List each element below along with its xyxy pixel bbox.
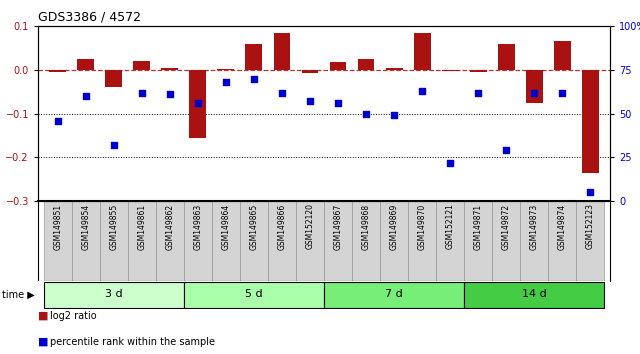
Text: ■: ■ (38, 311, 49, 321)
Bar (100, 201, 128, 281)
Bar (352, 201, 380, 281)
Bar (413, 33, 431, 70)
Bar (273, 33, 291, 70)
Point (81, 93, 91, 99)
Text: GSM149855: GSM149855 (109, 204, 118, 250)
Text: GSM149865: GSM149865 (250, 204, 259, 250)
Point (473, 90, 483, 95)
Text: GSM149868: GSM149868 (362, 204, 371, 250)
Text: percentile rank within the sample: percentile rank within the sample (50, 337, 215, 347)
Text: GSM152120: GSM152120 (305, 204, 314, 250)
Point (529, 90, 540, 95)
Text: 3 d: 3 d (105, 290, 122, 299)
Point (333, 100, 343, 106)
Bar (189, 70, 206, 138)
Bar (106, 70, 122, 87)
Text: 7 d: 7 d (385, 290, 403, 299)
Point (277, 90, 287, 95)
Bar (268, 201, 296, 281)
Bar (492, 201, 520, 281)
Text: GSM149874: GSM149874 (558, 204, 567, 250)
Bar (498, 44, 515, 70)
Point (361, 111, 371, 116)
Bar (582, 70, 599, 172)
Bar (184, 201, 212, 281)
Text: GSM149869: GSM149869 (390, 204, 399, 250)
Bar (77, 59, 94, 70)
Text: log2 ratio: log2 ratio (50, 311, 97, 321)
Point (501, 147, 511, 153)
Point (389, 113, 399, 118)
Point (305, 98, 315, 104)
Bar (548, 201, 577, 281)
Point (52, 118, 63, 123)
Bar (212, 201, 240, 281)
Bar (554, 41, 571, 70)
Bar (464, 201, 492, 281)
Text: GSM149862: GSM149862 (165, 204, 174, 250)
Bar (156, 201, 184, 281)
Text: GSM149873: GSM149873 (530, 204, 539, 250)
Text: GSM149851: GSM149851 (53, 204, 62, 250)
Bar (408, 201, 436, 281)
Text: GSM149870: GSM149870 (418, 204, 427, 250)
Point (445, 160, 455, 165)
Point (193, 100, 203, 106)
Bar (301, 70, 318, 73)
Text: GSM149872: GSM149872 (502, 204, 511, 250)
Bar (436, 201, 464, 281)
Text: GSM149867: GSM149867 (333, 204, 342, 250)
Bar (161, 68, 178, 70)
Text: GDS3386 / 4572: GDS3386 / 4572 (38, 11, 141, 23)
Point (109, 142, 119, 148)
Text: ■: ■ (38, 337, 49, 347)
Point (417, 88, 428, 93)
Text: GSM149871: GSM149871 (474, 204, 483, 250)
Point (136, 90, 147, 95)
Bar (133, 61, 150, 70)
Bar (240, 201, 268, 281)
Bar (44, 201, 72, 281)
Bar (128, 201, 156, 281)
Bar (44, 282, 184, 308)
Text: GSM149861: GSM149861 (137, 204, 147, 250)
Text: GSM149864: GSM149864 (221, 204, 230, 250)
Point (557, 90, 568, 95)
Bar (49, 70, 66, 72)
Text: GSM152121: GSM152121 (445, 204, 454, 249)
Bar (442, 70, 459, 71)
Bar (324, 282, 464, 308)
Bar (296, 201, 324, 281)
Bar (324, 201, 352, 281)
Point (164, 91, 175, 97)
Text: 14 d: 14 d (522, 290, 547, 299)
Bar (246, 44, 262, 70)
Text: GSM149866: GSM149866 (278, 204, 287, 250)
Point (249, 76, 259, 81)
Text: GSM149854: GSM149854 (81, 204, 90, 250)
Bar (358, 59, 374, 70)
Bar (184, 282, 324, 308)
Text: 5 d: 5 d (245, 290, 262, 299)
Bar (577, 201, 604, 281)
Bar (520, 201, 548, 281)
Point (221, 79, 231, 85)
Bar (72, 201, 100, 281)
Bar (526, 70, 543, 103)
Bar (380, 201, 408, 281)
Bar (464, 282, 604, 308)
Point (585, 189, 595, 195)
Text: GSM149863: GSM149863 (193, 204, 202, 250)
Text: GSM152123: GSM152123 (586, 204, 595, 250)
Text: time ▶: time ▶ (2, 290, 35, 300)
Bar (330, 62, 346, 70)
Bar (386, 68, 403, 70)
Bar (218, 69, 234, 70)
Bar (470, 70, 486, 72)
